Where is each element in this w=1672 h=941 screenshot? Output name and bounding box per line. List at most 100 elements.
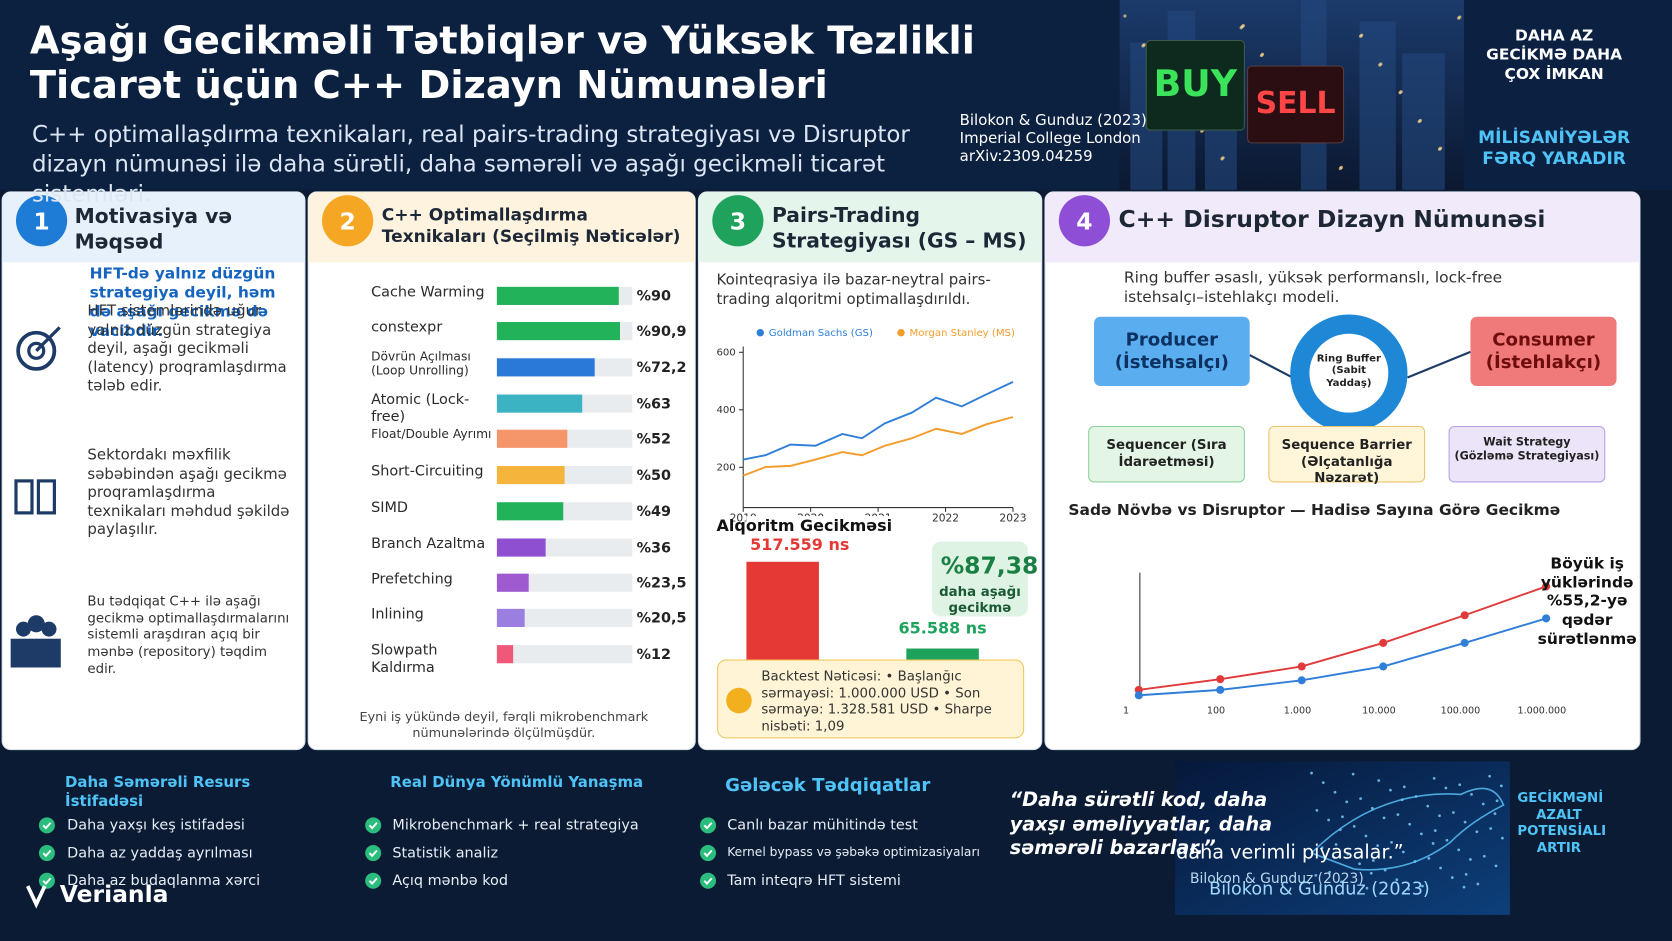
latency-point xyxy=(1134,691,1143,700)
cheetah-dot xyxy=(1359,797,1362,801)
cheetah-dot xyxy=(1501,836,1504,840)
annotation: Böyük iş yüklərində %55,2-yə qədər sürət… xyxy=(1537,555,1637,649)
bar-label: Atomic (Lock-free) xyxy=(371,391,470,425)
cheetah-dot xyxy=(1315,809,1319,812)
cheetah-dot xyxy=(1352,824,1356,828)
cheetah-dot xyxy=(1482,854,1486,858)
check-icon xyxy=(38,872,55,889)
image-caption: daha verimli piyasalar.” xyxy=(1176,841,1404,864)
cheetah-dot xyxy=(1427,856,1431,860)
latency-point xyxy=(1542,582,1551,591)
motivation-item: Bu tədqiqat C++ ilə aşağı gecikmə optima… xyxy=(87,592,290,676)
bar xyxy=(496,358,595,377)
cheetah-dot xyxy=(1382,816,1386,820)
cheetah-dot xyxy=(1499,784,1503,788)
cheetah-dot xyxy=(1458,783,1462,787)
component-box xyxy=(1448,425,1606,483)
city-light xyxy=(1259,53,1264,58)
cheetah-dot xyxy=(1481,802,1485,806)
cheetah-dot xyxy=(1365,886,1369,890)
city-light xyxy=(1239,26,1243,30)
number-badge xyxy=(322,195,374,247)
book-icon xyxy=(14,479,34,515)
bar xyxy=(496,502,564,521)
cheetah-dot xyxy=(1470,793,1473,796)
cheetah-dot xyxy=(1395,878,1399,882)
bar xyxy=(496,429,568,448)
latency-point xyxy=(1297,662,1306,671)
header-band xyxy=(0,0,1120,190)
cheetah-dot xyxy=(1495,799,1499,803)
cheetah-dot xyxy=(1351,772,1355,776)
citation: arXiv:2309.04259 xyxy=(959,148,1093,166)
component-box xyxy=(1268,425,1426,483)
column-title: Real Dünya Yönümlü Yanaşma xyxy=(390,774,644,792)
legend-swatch xyxy=(756,328,765,337)
cheetah-dot xyxy=(1310,771,1313,775)
latency-bar xyxy=(906,648,979,662)
column-item: Daha az yaddaş ayrılması xyxy=(67,844,253,862)
citation: Bilokon & Gunduz (2023) xyxy=(959,111,1147,130)
subtitle: C++ optimallaşdırma texnikaları, real pa… xyxy=(31,121,910,208)
city-light xyxy=(1123,14,1127,18)
x-tick-label: 100 xyxy=(1207,705,1225,716)
check-icon xyxy=(700,817,717,834)
legend-swatch xyxy=(897,328,905,337)
cheetah-dot xyxy=(1476,882,1480,886)
side-tagline: GECİKMƏNİ AZALT POTENSİALI ARTIR xyxy=(1517,789,1607,856)
latency-line xyxy=(1138,617,1547,697)
cheetah-dot xyxy=(1341,815,1344,819)
cheetah-dot xyxy=(1493,812,1497,815)
y-tick-label: 600 xyxy=(716,347,735,358)
bar xyxy=(496,286,619,305)
producer-label: Producer (İstehsalçı) xyxy=(1114,329,1229,374)
ring-label: Ring Buffer (Sabit Yaddaş) xyxy=(1316,352,1382,389)
cheetah-dot xyxy=(1419,832,1423,836)
motivation-item: Sektordakı məxfilik səbəbindən aşağı gec… xyxy=(87,446,290,539)
cheetah-dot xyxy=(1333,790,1337,794)
bar-track xyxy=(496,645,633,664)
legend-label: Morgan Stanley (MS) xyxy=(910,328,1015,339)
cheetah-dot xyxy=(1328,870,1332,874)
people-icon xyxy=(15,621,31,637)
panel-header xyxy=(2,191,305,263)
cheetah-dot xyxy=(1431,842,1435,845)
cheetah-dot xyxy=(1421,884,1424,888)
check-icon xyxy=(703,877,713,885)
x-tick-label: 2023 xyxy=(999,511,1026,524)
cheetah-dot xyxy=(1377,779,1381,782)
bar xyxy=(496,322,620,341)
cheetah-shape xyxy=(1310,787,1505,871)
check-icon xyxy=(700,845,717,862)
latency-point xyxy=(1379,662,1388,671)
city-light xyxy=(1378,63,1382,67)
bar-value-label: %90 xyxy=(637,289,671,305)
target-icon xyxy=(16,330,57,371)
number-badge xyxy=(15,195,68,247)
cheetah-dot xyxy=(1469,858,1472,861)
check-icon xyxy=(703,849,713,858)
cheetah-dot xyxy=(1432,777,1436,780)
cheetah-dot xyxy=(1390,840,1393,844)
sell-screen xyxy=(1247,65,1345,144)
latency-point xyxy=(1297,676,1306,685)
cheetah-dot xyxy=(1327,818,1330,822)
bar-value-label: %36 xyxy=(637,540,671,556)
consumer-label: Consumer (İstehlakçı) xyxy=(1485,329,1602,374)
component-label: Sequencer (Sıra İdarəetməsi) xyxy=(1106,436,1227,469)
panel-header xyxy=(698,191,1042,263)
cheetah-dot xyxy=(1332,855,1336,859)
column-item: Canlı bazar mühitində test xyxy=(727,816,918,834)
coin-icon xyxy=(726,687,752,714)
check-icon xyxy=(700,872,717,889)
city-light xyxy=(1398,91,1402,95)
latency-point xyxy=(1379,638,1388,647)
column-title: Gələcək Tədqiqatlar xyxy=(725,775,931,797)
latency-point xyxy=(1542,614,1551,623)
callout-text: daha aşağı gecikmə xyxy=(939,583,1021,616)
target-icon xyxy=(35,326,61,352)
bar-value-label: %20,5 xyxy=(637,611,687,627)
image-caption: Bilokon & Gunduz (2023) xyxy=(1209,878,1430,899)
bar-track xyxy=(496,573,633,592)
